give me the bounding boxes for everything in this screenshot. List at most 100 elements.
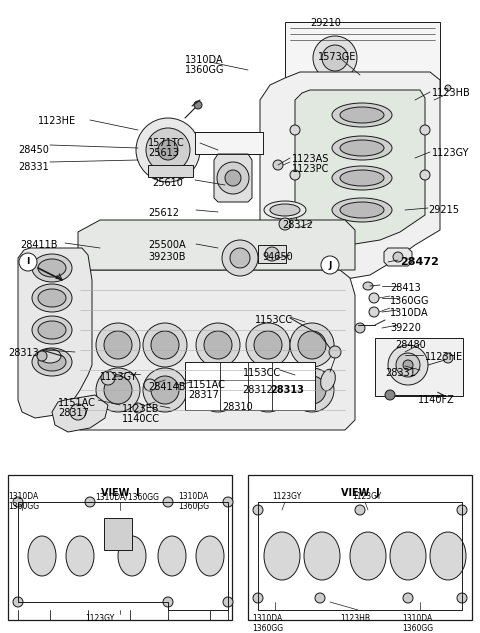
Ellipse shape [340, 107, 384, 123]
Circle shape [101, 371, 115, 385]
Circle shape [222, 240, 258, 276]
Circle shape [70, 404, 86, 420]
Circle shape [388, 345, 428, 385]
Circle shape [143, 368, 187, 412]
Bar [258, 245, 286, 263]
Text: 28331: 28331 [18, 162, 49, 172]
Bar [148, 165, 193, 177]
Circle shape [369, 293, 379, 303]
Text: 1123HE: 1123HE [38, 116, 76, 126]
Text: 1123GY: 1123GY [432, 148, 469, 158]
Circle shape [385, 390, 395, 400]
Circle shape [290, 205, 300, 215]
Text: 28313: 28313 [270, 385, 304, 395]
Polygon shape [18, 248, 92, 418]
Circle shape [443, 353, 453, 363]
Text: 39220: 39220 [390, 323, 421, 333]
Polygon shape [68, 270, 355, 430]
Circle shape [420, 170, 430, 180]
Circle shape [457, 593, 467, 603]
Circle shape [315, 593, 325, 603]
Circle shape [196, 368, 240, 412]
Polygon shape [214, 154, 252, 202]
Bar [375, 338, 463, 396]
Polygon shape [52, 395, 108, 432]
Polygon shape [384, 248, 412, 266]
Circle shape [393, 252, 403, 262]
Circle shape [225, 170, 241, 186]
Text: 1140CC: 1140CC [122, 414, 160, 424]
Text: 1123GY: 1123GY [85, 614, 115, 623]
Circle shape [321, 256, 339, 274]
Circle shape [144, 379, 156, 391]
Circle shape [355, 505, 365, 515]
Text: 1140FZ: 1140FZ [418, 395, 455, 405]
Text: 1151AC: 1151AC [58, 398, 96, 408]
Text: 29215: 29215 [428, 205, 459, 215]
Circle shape [151, 376, 179, 404]
Text: 25500A: 25500A [148, 240, 186, 250]
Bar [8, 475, 232, 620]
Circle shape [223, 597, 233, 607]
Text: 1123AS: 1123AS [292, 154, 329, 164]
Text: 1123HB: 1123HB [340, 614, 370, 623]
Ellipse shape [390, 532, 426, 580]
Ellipse shape [38, 259, 66, 277]
Circle shape [196, 323, 240, 367]
Circle shape [253, 593, 263, 603]
Circle shape [96, 368, 140, 412]
Circle shape [246, 368, 290, 412]
Text: 28411B: 28411B [20, 240, 58, 250]
Circle shape [85, 497, 95, 507]
Ellipse shape [340, 202, 384, 218]
Ellipse shape [264, 201, 306, 219]
Text: 28317: 28317 [188, 390, 219, 400]
Text: 25613: 25613 [148, 148, 179, 158]
Circle shape [322, 45, 348, 71]
Text: 28310: 28310 [222, 402, 253, 412]
Ellipse shape [38, 321, 66, 339]
Text: 1151AC: 1151AC [188, 380, 226, 390]
Circle shape [290, 323, 334, 367]
Circle shape [369, 307, 379, 317]
Text: VIEW  J: VIEW J [341, 488, 379, 498]
Text: 28317: 28317 [58, 408, 89, 418]
Ellipse shape [158, 536, 186, 576]
Circle shape [163, 497, 173, 507]
Circle shape [96, 323, 140, 367]
Bar [285, 22, 440, 92]
Circle shape [246, 323, 290, 367]
Circle shape [146, 128, 190, 172]
Text: 25612: 25612 [148, 208, 179, 218]
Circle shape [420, 125, 430, 135]
Bar [195, 132, 263, 154]
Circle shape [37, 351, 47, 361]
Circle shape [290, 368, 334, 412]
Circle shape [13, 597, 23, 607]
Ellipse shape [118, 536, 146, 576]
Circle shape [254, 376, 282, 404]
Text: 1153CC: 1153CC [243, 368, 281, 378]
Text: 1310DA: 1310DA [390, 308, 429, 318]
Ellipse shape [430, 532, 466, 580]
Text: 39230B: 39230B [148, 252, 185, 262]
Ellipse shape [332, 103, 392, 127]
Ellipse shape [363, 282, 373, 290]
Text: J: J [328, 261, 332, 270]
Text: 1123EB: 1123EB [122, 404, 159, 414]
Circle shape [290, 170, 300, 180]
Text: 1123HE: 1123HE [425, 352, 463, 362]
Ellipse shape [66, 536, 94, 576]
Polygon shape [260, 72, 440, 280]
Text: 28413: 28413 [390, 283, 421, 293]
Circle shape [230, 248, 250, 268]
Circle shape [133, 403, 143, 413]
Text: 28331: 28331 [385, 368, 416, 378]
Circle shape [143, 323, 187, 367]
Circle shape [265, 247, 279, 261]
Bar [248, 475, 472, 620]
Ellipse shape [332, 136, 392, 160]
Circle shape [217, 162, 249, 194]
Text: 1123GY: 1123GY [100, 372, 137, 382]
Text: 1360GG: 1360GG [185, 65, 225, 75]
